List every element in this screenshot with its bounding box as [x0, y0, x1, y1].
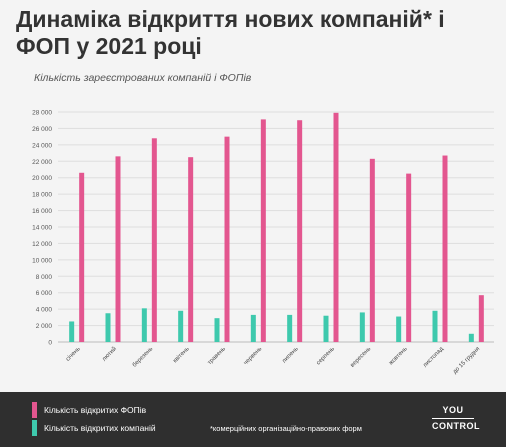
x-tick-label: вересень	[350, 346, 373, 369]
bar-companies	[287, 314, 293, 342]
logo-rule	[432, 418, 474, 419]
y-tick-label: 16 000	[32, 208, 52, 215]
x-tick-label: квітень	[172, 346, 190, 364]
bar-fop	[115, 156, 121, 342]
bar-fop	[260, 119, 266, 342]
logo-line-1: YOU	[442, 405, 464, 415]
x-axis-ticks: січень лютий березень квітень травень червень…	[65, 345, 481, 375]
legend-item-fop: Кількість відкритих ФОПів	[32, 402, 146, 418]
bar-companies	[105, 313, 111, 342]
y-tick-label: 14 000	[32, 225, 52, 232]
footnote: *комерційних організаційно-правових форм	[210, 424, 362, 433]
y-tick-label: 2 000	[36, 323, 53, 330]
bar-companies	[468, 333, 474, 342]
bar-companies	[69, 321, 75, 342]
bar-companies	[396, 316, 402, 342]
x-tick-label: січень	[65, 346, 81, 362]
bar-companies	[432, 310, 438, 342]
bar-fop	[442, 155, 448, 342]
bar-fop	[151, 138, 157, 342]
bars	[69, 112, 484, 342]
bar-fop	[297, 120, 303, 342]
bar-chart: 0 2 000 4 000 6 000 8 000 10 000 12 000 14 000 1…	[32, 110, 494, 375]
x-tick-label: березень	[132, 346, 154, 368]
y-tick-label: 4 000	[36, 307, 53, 314]
y-tick-label: 0	[48, 340, 52, 347]
bar-fop	[478, 295, 484, 342]
y-tick-label: 10 000	[32, 257, 52, 264]
x-tick-label: травень	[207, 346, 227, 366]
bar-companies	[359, 312, 365, 342]
x-tick-label: листопад	[422, 346, 445, 369]
x-tick-label: лютий	[101, 345, 118, 362]
bar-fop	[224, 136, 230, 342]
y-axis-ticks: 0 2 000 4 000 6 000 8 000 10 000 12 000 14 000 1…	[32, 110, 52, 347]
chart-title: Динаміка відкриття нових компаній* і ФОП…	[16, 6, 445, 59]
chart-subtitle: Кількість зареєстрованих компаній і ФОПі…	[34, 72, 252, 84]
legend-label-companies: Кількість відкритих компаній	[44, 423, 156, 433]
y-tick-label: 20 000	[32, 175, 52, 182]
bar-companies	[141, 308, 147, 342]
x-tick-label: червень	[243, 346, 263, 366]
bar-companies	[323, 315, 329, 342]
x-tick-label: до 15 грудня	[452, 346, 481, 375]
bar-companies	[178, 310, 184, 342]
legend-item-companies: Кількість відкритих компаній	[32, 420, 156, 436]
y-tick-label: 28 000	[32, 110, 52, 117]
y-tick-label: 26 000	[32, 126, 52, 133]
y-tick-label: 24 000	[32, 142, 52, 149]
x-tick-label: липень	[281, 346, 299, 364]
bar-fop	[333, 112, 339, 342]
y-tick-label: 8 000	[36, 274, 53, 281]
legend-swatch-fop	[32, 402, 37, 418]
x-tick-label: жовтень	[388, 346, 408, 366]
youcontrol-logo: YOU CONTROL	[432, 405, 480, 432]
legend-label-fop: Кількість відкритих ФОПів	[44, 405, 147, 415]
y-tick-label: 18 000	[32, 192, 52, 199]
bar-companies	[214, 318, 220, 342]
y-tick-label: 22 000	[32, 159, 52, 166]
bar-companies	[250, 314, 256, 342]
y-tick-label: 6 000	[36, 290, 53, 297]
bar-fop	[79, 172, 85, 342]
bar-fop	[406, 173, 412, 342]
logo-line-2: CONTROL	[432, 421, 480, 431]
legend-footer: Кількість відкритих ФОПів Кількість відк…	[0, 392, 506, 447]
bar-fop	[188, 157, 194, 342]
legend-swatch-companies	[32, 420, 37, 436]
x-tick-label: серпень	[316, 346, 336, 366]
y-tick-label: 12 000	[32, 241, 52, 248]
bar-fop	[369, 158, 375, 342]
gridlines	[58, 111, 494, 343]
